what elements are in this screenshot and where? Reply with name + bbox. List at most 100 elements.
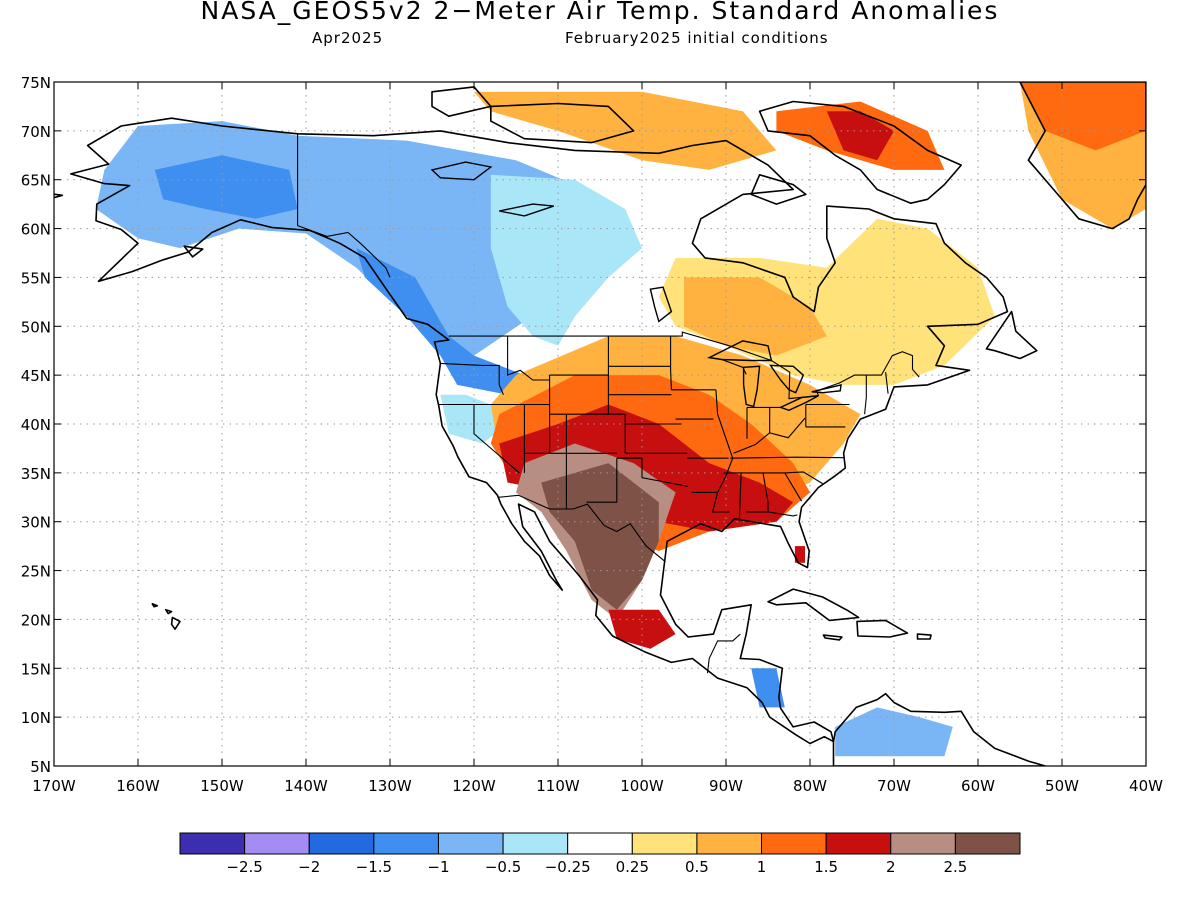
lat-label: 35N <box>21 465 51 483</box>
coastlines <box>54 82 1146 766</box>
anomaly-region-baffin-hot <box>826 111 894 161</box>
border-state-mn-dakotas <box>670 336 672 390</box>
legend-label: −0.25 <box>545 858 591 876</box>
axis-ticks: 75N 70N 65N 60N 55N 50N 45N 40N 35N 30N 25N 20N 15N 1… <box>21 74 1163 795</box>
lake-lake-ontario <box>811 383 842 394</box>
border-state-ky-tn <box>730 456 845 459</box>
lon-label: 90W <box>709 777 743 795</box>
anomaly-region-florida-hot <box>794 546 805 563</box>
legend-swatch <box>437 832 504 855</box>
legend-label: −2.5 <box>226 858 262 876</box>
legend-swatch <box>825 832 892 855</box>
coastline-banks-island <box>431 86 492 117</box>
lon-label: 140W <box>284 777 328 795</box>
lon-label: 170W <box>32 777 76 795</box>
border-us-canada-border <box>448 331 920 400</box>
anomaly-region-south-america-cold <box>835 707 953 757</box>
graticule <box>54 82 1146 766</box>
anomaly-region-ontario-warm <box>684 277 827 356</box>
anomaly-region-central-america-cold <box>751 668 785 708</box>
color-legend: −2.5 −2 −1.5 −1 −0.5 −0.25 0.25 0.5 1 1.5 2 2.5 <box>179 832 1021 876</box>
coastline-st-lawrence-island <box>54 193 64 199</box>
lake-lake-huron <box>769 364 805 394</box>
coastline-hawaii-oahu <box>151 602 159 608</box>
lat-label: 55N <box>21 269 51 287</box>
coastline-kodiak <box>183 245 204 258</box>
lake-great-bear-lake <box>430 161 493 181</box>
lon-label: 160W <box>116 777 160 795</box>
lat-label: 30N <box>21 514 51 532</box>
legend-swatch <box>244 832 310 855</box>
border-state-nh-me <box>885 372 889 394</box>
coastline-puerto-rico <box>916 633 932 640</box>
lake-lake-winnipeg <box>649 286 673 323</box>
legend-label: 0.25 <box>616 858 649 876</box>
lon-label: 130W <box>368 777 412 795</box>
anomaly-region-mexico-core <box>541 463 659 610</box>
lat-label: 60N <box>21 221 51 239</box>
border-state-tx-nm <box>586 458 618 503</box>
border-state-wi-mi <box>721 358 747 375</box>
anomaly-region-alaska-interior <box>154 155 298 219</box>
lon-label: 150W <box>200 777 244 795</box>
lon-label: 120W <box>452 777 496 795</box>
legend-swatch <box>631 832 698 855</box>
legend-label: 1.5 <box>814 858 838 876</box>
legend-swatch <box>890 832 956 855</box>
lat-label: 25N <box>21 563 51 581</box>
lat-label: 45N <box>21 367 51 385</box>
coastline-greenland <box>1019 82 1146 230</box>
border-mexico-guatemala-border <box>706 633 741 674</box>
border-state-fl-line <box>746 511 798 517</box>
legend-label: 2.5 <box>943 858 967 876</box>
legend-swatch <box>761 832 827 855</box>
lat-label: 10N <box>21 709 51 727</box>
legend-swatch <box>954 832 1021 855</box>
lake-great-slave-lake <box>499 203 555 217</box>
coastline-south-america <box>832 692 1046 766</box>
coastline-newfoundland <box>985 310 1038 360</box>
legend-label: 1 <box>757 858 767 876</box>
political-borders <box>297 133 920 674</box>
lat-label: 20N <box>21 611 51 629</box>
coastline-cuba <box>767 588 860 622</box>
border-state-nc-sc <box>784 471 823 485</box>
lat-label: 50N <box>21 318 51 336</box>
coastline-hawaii-big <box>170 616 181 631</box>
lake-lake-michigan <box>742 365 761 408</box>
border-state-al-ga <box>762 472 769 512</box>
coastline-baffin <box>758 100 963 204</box>
legend-swatch <box>308 832 375 855</box>
legend-swatch <box>567 832 633 855</box>
legend-swatch <box>179 832 246 855</box>
lon-label: 100W <box>620 777 664 795</box>
anomaly-region-southwest-hot2 <box>499 404 794 532</box>
lon-label: 40W <box>1129 777 1163 795</box>
lake-lake-erie <box>778 395 819 412</box>
coastline-southampton <box>750 174 807 205</box>
coastline-victoria-island <box>489 102 635 144</box>
lat-label: 65N <box>21 172 51 190</box>
coastline-hispaniola <box>856 619 909 638</box>
lat-label: 5N <box>30 758 51 776</box>
lat-label: 40N <box>21 416 51 434</box>
lat-label: 75N <box>21 74 51 92</box>
legend-label: −1 <box>427 858 449 876</box>
legend-label: 0.5 <box>685 858 709 876</box>
anomaly-region-bc-coast <box>356 248 525 395</box>
lat-label: 15N <box>21 660 51 678</box>
coastline-jamaica <box>822 634 843 641</box>
border-state-wa-or <box>440 362 504 395</box>
border-state-ms-al <box>738 472 742 519</box>
anomaly-region-greenland-hot <box>1020 82 1146 151</box>
border-state-ca-nv <box>473 404 520 474</box>
lat-label: 70N <box>21 123 51 141</box>
initial-conditions: February2025 initial conditions <box>565 29 829 47</box>
border-state-mississippi-river <box>711 389 734 513</box>
lon-label: 80W <box>793 777 827 795</box>
border-state-id-mt <box>507 336 550 381</box>
border-state-ok-tx <box>616 457 689 488</box>
border-state-ga-sc <box>784 472 803 502</box>
legend-label: −0.5 <box>485 858 521 876</box>
